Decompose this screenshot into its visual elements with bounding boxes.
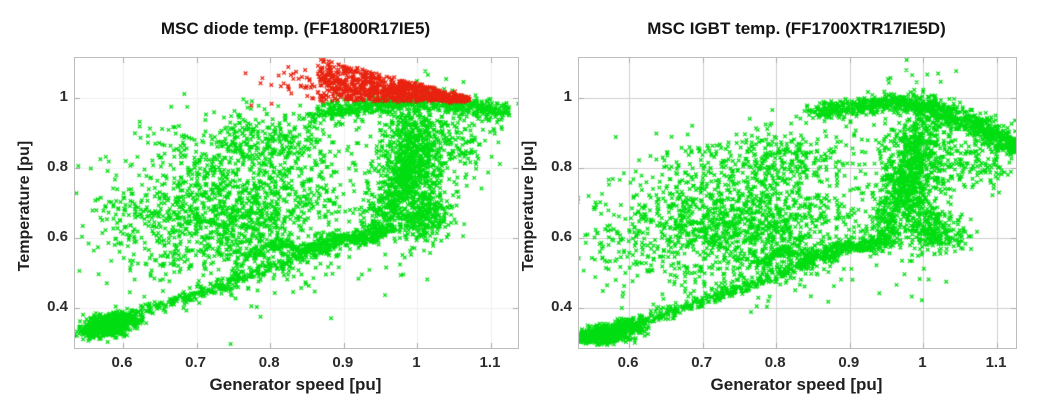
x-tick-label: 0.7 (691, 354, 713, 371)
y-tick-label: 0.6 (47, 227, 68, 245)
scatter-canvas (579, 58, 1016, 348)
x-tick-label: 0.7 (185, 354, 207, 371)
x-tick-label: 0.6 (111, 354, 133, 371)
y-tick-label: 0.8 (551, 157, 572, 175)
axes-area (74, 57, 519, 349)
x-tick-label: 1 (412, 354, 421, 371)
x-tick-label: 0.8 (258, 354, 280, 371)
x-axis-label: Generator speed [pu] (209, 375, 382, 394)
x-tick-label: 1.1 (985, 354, 1007, 371)
y-tick-label: 0.4 (551, 297, 572, 315)
x-tick-label: 0.9 (838, 354, 860, 371)
y-tick-label: 1 (59, 88, 68, 106)
scatter-canvas (75, 58, 518, 348)
y-tick-label: 0.4 (47, 297, 68, 315)
plot-title: MSC diode temp. (FF1800R17IE5) (160, 19, 431, 38)
x-tick-label: 1 (918, 354, 927, 371)
x-tick-label: 0.6 (617, 354, 639, 371)
axes-area (578, 57, 1017, 349)
y-tick-label: 0.6 (551, 227, 572, 245)
plot-title: MSC IGBT temp. (FF1700XTR17IE5D) (647, 19, 946, 38)
x-tick-label: 0.8 (764, 354, 786, 371)
x-axis-label: Generator speed [pu] (710, 375, 883, 394)
x-tick-label: 0.9 (332, 354, 354, 371)
y-tick-label: 0.8 (47, 157, 68, 175)
y-tick-label: 1 (563, 88, 572, 106)
x-tick-label: 1.1 (479, 354, 501, 371)
